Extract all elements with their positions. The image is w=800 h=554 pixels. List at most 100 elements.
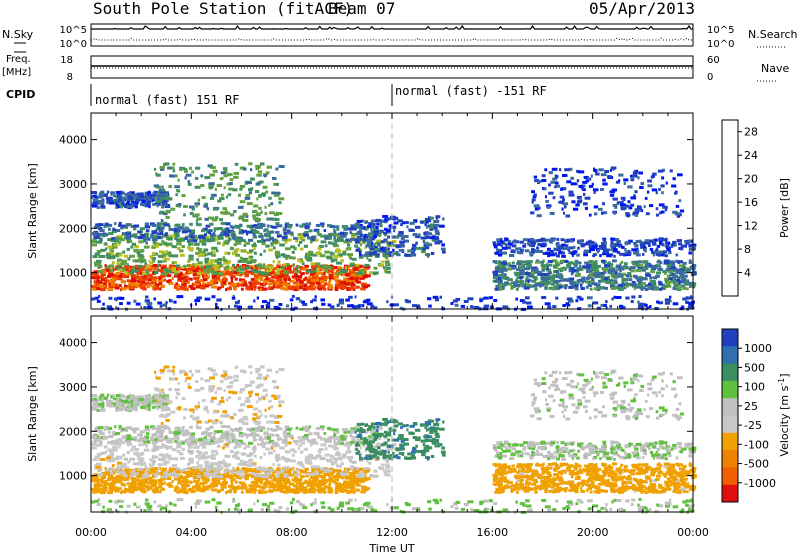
power-cell <box>555 286 561 290</box>
power-cell <box>609 190 616 194</box>
power-cell <box>320 240 327 244</box>
velocity-cell <box>304 467 309 471</box>
power-cell <box>525 301 532 305</box>
power-cell <box>353 279 358 283</box>
power-cell <box>660 210 665 214</box>
velocity-cell <box>158 480 161 484</box>
power-cell <box>313 228 320 232</box>
power-cell <box>356 239 359 243</box>
power-cell <box>104 242 107 246</box>
power-cell <box>672 287 676 290</box>
velocity-cell <box>186 491 189 494</box>
power-cell <box>541 296 547 299</box>
velocity-cell <box>334 489 338 493</box>
power-cell <box>688 247 695 251</box>
power-cell <box>127 199 130 203</box>
power-cell <box>673 272 677 276</box>
power-cell <box>291 294 295 298</box>
power-cell <box>222 167 228 171</box>
velocity-cell <box>321 475 326 479</box>
power-cell <box>544 284 548 287</box>
power-cell <box>143 196 148 200</box>
velocity-cell <box>147 476 153 480</box>
power-cell <box>174 274 180 278</box>
velocity-cell <box>227 475 233 478</box>
power-cell <box>316 230 320 234</box>
power-cell <box>212 237 219 241</box>
power-cell <box>357 247 360 251</box>
power-cell <box>230 231 236 234</box>
power-cell <box>607 263 614 267</box>
power-cell <box>115 252 122 256</box>
power-cell <box>111 256 116 259</box>
power-cell <box>592 188 599 192</box>
power-cell <box>132 233 138 237</box>
power-cell <box>139 202 146 206</box>
velocity-cell <box>183 471 189 474</box>
power-cell <box>532 195 537 199</box>
power-cell <box>534 205 539 209</box>
power-cell <box>564 205 567 209</box>
power-cell <box>96 276 101 280</box>
power-cell <box>597 279 602 283</box>
power-cell <box>204 276 209 280</box>
power-cell <box>631 295 636 299</box>
power-cell <box>327 223 331 227</box>
power-cell <box>223 276 227 280</box>
power-cell <box>607 269 613 273</box>
power-cell <box>115 205 119 209</box>
power-cell <box>301 223 307 227</box>
power-cell <box>306 280 310 284</box>
power-cell <box>678 286 682 290</box>
power-cell <box>304 231 309 234</box>
power-cell <box>148 205 151 209</box>
power-cell <box>181 245 185 248</box>
power-cell <box>92 287 97 291</box>
power-cell <box>188 277 192 281</box>
power-cell <box>554 274 557 278</box>
power-cell <box>546 247 551 251</box>
power-cell <box>328 273 334 277</box>
velocity-cell <box>364 466 370 470</box>
power-cell <box>551 276 556 280</box>
power-cell <box>279 243 285 247</box>
power-cell <box>303 233 309 237</box>
power-cell <box>189 264 196 268</box>
power-cell <box>214 285 218 289</box>
power-cell <box>323 265 330 269</box>
power-cell <box>255 190 259 193</box>
power-cell <box>304 276 308 280</box>
power-cell <box>323 269 326 273</box>
power-cell <box>637 176 640 180</box>
power-cell <box>377 233 382 237</box>
power-cell <box>577 240 580 244</box>
power-cell <box>664 254 668 258</box>
power-cell <box>502 268 508 272</box>
power-cell <box>385 263 391 267</box>
power-cell <box>137 264 143 268</box>
power-cell <box>297 258 302 262</box>
power-cell <box>314 238 319 242</box>
power-cell <box>412 304 417 308</box>
power-cell <box>320 285 325 289</box>
power-cell <box>326 256 333 260</box>
velocity-cell <box>211 477 217 481</box>
power-cell <box>558 246 563 250</box>
power-cell <box>689 284 692 288</box>
power-cell <box>662 250 668 254</box>
power-cell <box>479 297 485 301</box>
power-cell <box>535 283 541 287</box>
power-cell <box>208 186 213 190</box>
power-cell <box>277 284 283 288</box>
power-cell <box>214 187 217 191</box>
power-cell <box>634 208 639 212</box>
power-cell <box>424 253 429 257</box>
power-cell <box>293 285 298 289</box>
power-cell <box>335 248 340 252</box>
power-cell <box>286 282 291 286</box>
velocity-cell <box>261 476 265 480</box>
power-cell <box>189 211 194 215</box>
power-cell <box>158 277 161 281</box>
power-cell <box>556 244 562 248</box>
power-cell <box>441 243 445 247</box>
